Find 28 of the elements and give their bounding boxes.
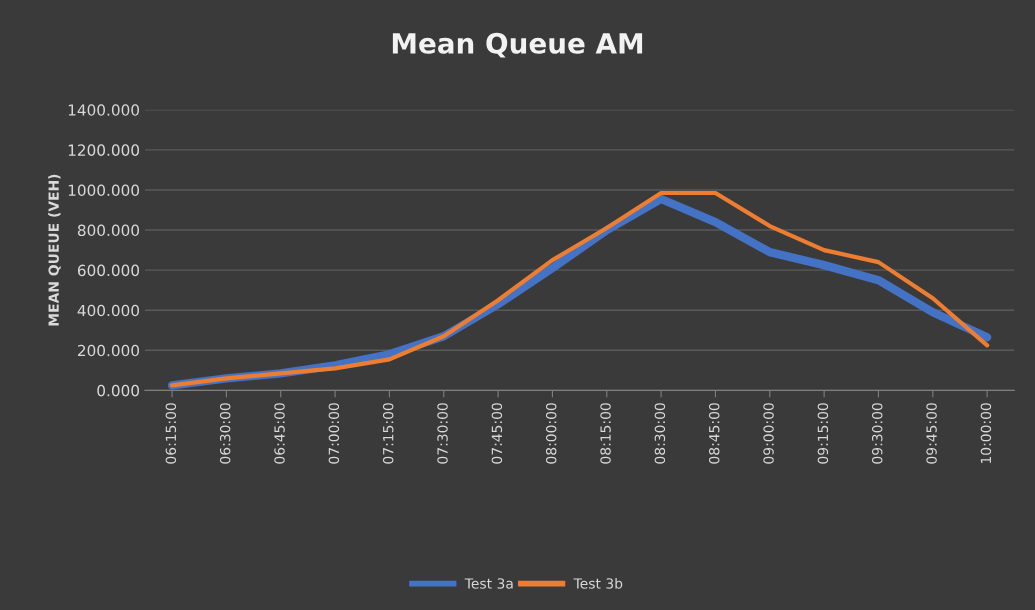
legend-label: Test 3b — [573, 577, 623, 589]
y-tick-label: 1200.000 — [68, 144, 140, 156]
x-tick-label: 06:30:00 — [219, 403, 231, 464]
x-tick-label: 08:45:00 — [708, 403, 720, 464]
y-tick-label: 1400.000 — [68, 104, 140, 116]
chart-title: Mean Queue AM — [392, 32, 643, 58]
x-tick-label: 07:00:00 — [328, 403, 340, 464]
x-tick-label: 07:45:00 — [491, 403, 503, 464]
y-axis-title: MEAN QUEUE (VEH) — [48, 174, 61, 326]
y-tick-label: 600.000 — [77, 264, 140, 277]
legend-label: Test 3a — [464, 578, 513, 589]
x-tick-label: 09:00:00 — [763, 403, 774, 464]
y-tick-label: 0.000 — [97, 384, 140, 397]
x-tick-label: 07:15:00 — [382, 403, 394, 464]
x-tick-label: 08:30:00 — [654, 403, 666, 464]
y-tick-label: 400.000 — [77, 304, 140, 317]
x-tick-label: 09:45:00 — [926, 403, 937, 464]
x-tick-label: 10:00:00 — [980, 403, 992, 464]
y-tick-label: 1000.000 — [68, 184, 140, 196]
x-tick-label: 06:15:00 — [165, 403, 177, 464]
x-tick-label: 09:15:00 — [817, 403, 829, 464]
x-tick-label: 08:00:00 — [545, 403, 557, 464]
x-tick-label: 09:30:00 — [871, 403, 883, 464]
x-tick-label: 06:45:00 — [274, 403, 285, 464]
x-tick-label: 07:30:00 — [437, 403, 448, 464]
y-tick-label: 800.000 — [77, 224, 140, 237]
y-tick-label: 200.000 — [77, 344, 140, 357]
x-tick-label: 08:15:00 — [600, 403, 611, 464]
